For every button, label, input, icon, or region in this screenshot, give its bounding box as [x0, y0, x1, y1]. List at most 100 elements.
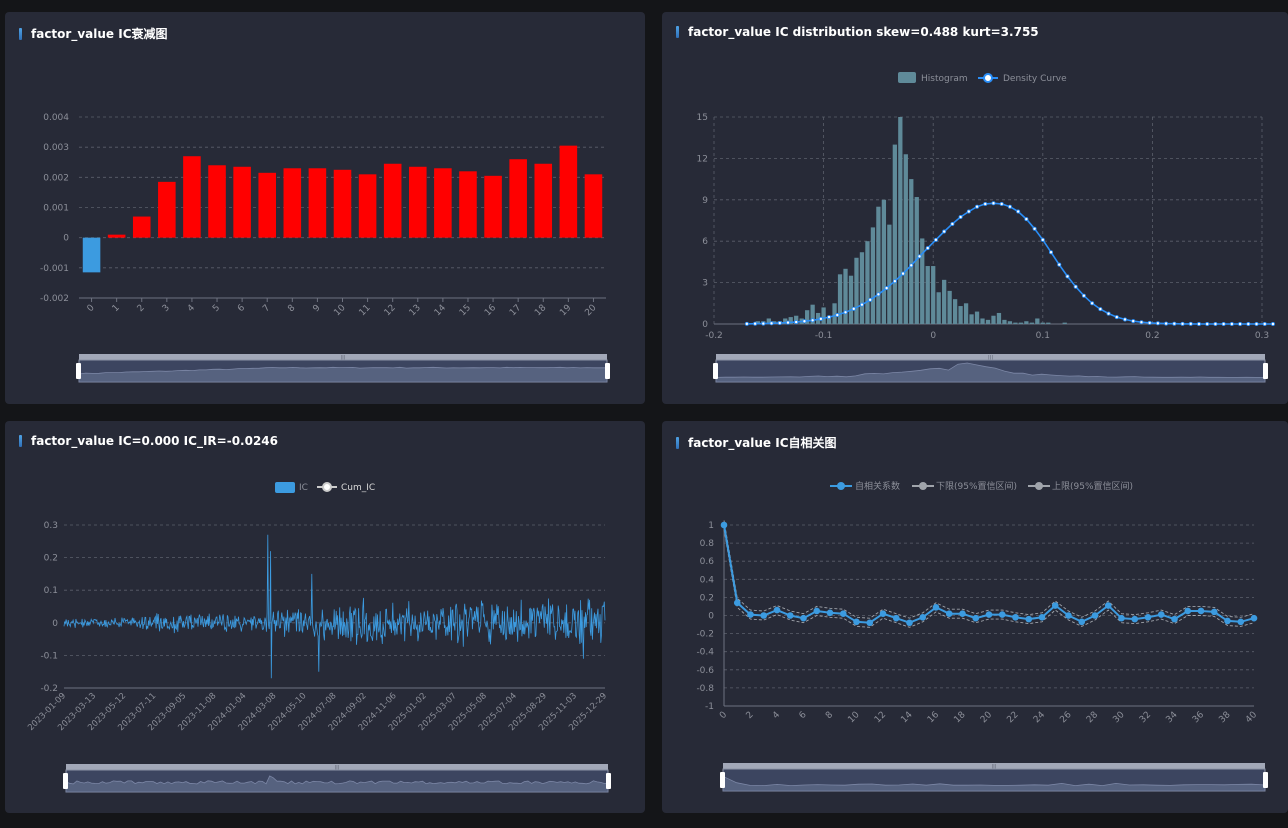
datazoom-handle-right[interactable] — [1263, 363, 1268, 379]
density-point[interactable] — [851, 306, 856, 311]
histogram-bar[interactable] — [805, 310, 810, 324]
density-point[interactable] — [1122, 317, 1127, 322]
datazoom-handle-left[interactable] — [76, 363, 81, 379]
density-point[interactable] — [761, 321, 766, 326]
bar[interactable] — [584, 174, 603, 238]
histogram-bar[interactable] — [837, 274, 843, 324]
acf-point[interactable] — [747, 611, 754, 618]
bar[interactable] — [358, 174, 377, 238]
histogram-bar[interactable] — [810, 304, 815, 324]
histogram-bar[interactable] — [898, 117, 903, 324]
histogram-bar[interactable] — [947, 290, 952, 324]
ic-autocorrelation-chart[interactable]: 自相关系数 下限(95%置信区间) 上限(95%置信区间) -1 -0.8 -0.6 -0.… — [662, 421, 1288, 813]
legend-lower-marker[interactable] — [919, 482, 927, 490]
histogram-bar[interactable] — [980, 318, 985, 324]
histogram-bar[interactable] — [881, 199, 887, 324]
acf-point[interactable] — [786, 612, 794, 619]
bar[interactable] — [534, 163, 553, 238]
density-point[interactable] — [1032, 226, 1037, 231]
density-point[interactable] — [1065, 274, 1070, 279]
density-point[interactable] — [1246, 321, 1251, 326]
histogram-bar[interactable] — [1046, 322, 1051, 324]
density-point[interactable] — [1172, 321, 1177, 326]
legend-upper-marker[interactable] — [1035, 482, 1043, 490]
histogram-bar[interactable] — [826, 315, 832, 324]
bar[interactable] — [233, 166, 251, 238]
density-point[interactable] — [1270, 321, 1275, 326]
density-point[interactable] — [925, 246, 930, 251]
acf-point[interactable] — [959, 610, 966, 617]
bar[interactable] — [183, 156, 201, 238]
bar[interactable] — [258, 172, 276, 238]
density-point[interactable] — [966, 209, 971, 214]
ic-series-chart[interactable]: IC Cum_IC-0.2-0.100.10.20.32023-01-092023… — [5, 421, 645, 813]
acf-point[interactable] — [945, 610, 953, 617]
density-point[interactable] — [991, 201, 996, 206]
datazoom-handle-right[interactable] — [606, 773, 611, 789]
histogram-bar[interactable] — [1040, 322, 1045, 324]
density-point[interactable] — [1262, 321, 1267, 326]
histogram-bar[interactable] — [821, 307, 826, 324]
datazoom-handle-left[interactable] — [713, 363, 718, 379]
acf-point[interactable] — [1250, 614, 1258, 622]
acf-point[interactable] — [1197, 607, 1205, 615]
density-point[interactable] — [975, 204, 980, 209]
density-point[interactable] — [1106, 311, 1111, 316]
acf-point[interactable] — [839, 610, 847, 617]
density-point[interactable] — [1139, 320, 1144, 325]
density-point[interactable] — [1098, 307, 1103, 312]
acf-point[interactable] — [853, 618, 860, 626]
density-point[interactable] — [802, 319, 807, 324]
legend-acf-marker[interactable] — [837, 482, 845, 490]
density-point[interactable] — [901, 271, 906, 276]
bar[interactable] — [484, 175, 502, 238]
density-point[interactable] — [868, 297, 873, 302]
bar[interactable] — [509, 159, 527, 238]
acf-point[interactable] — [773, 606, 781, 614]
acf-point[interactable] — [1025, 615, 1033, 623]
acf-point[interactable] — [906, 619, 913, 627]
acf-point[interactable] — [1224, 617, 1231, 625]
histogram-bar[interactable] — [892, 144, 897, 324]
acf-point[interactable] — [1065, 612, 1072, 619]
density-point[interactable] — [1040, 237, 1045, 242]
density-point[interactable] — [1090, 301, 1095, 306]
acf-point[interactable] — [1144, 614, 1152, 621]
histogram-bar[interactable] — [1013, 322, 1018, 324]
histogram-bar[interactable] — [815, 312, 821, 324]
density-point[interactable] — [859, 302, 864, 307]
density-point[interactable] — [818, 316, 823, 321]
density-point[interactable] — [876, 292, 881, 297]
acf-point[interactable] — [892, 614, 900, 622]
density-point[interactable] — [999, 201, 1004, 206]
bar[interactable] — [459, 171, 477, 238]
density-point[interactable] — [1213, 321, 1218, 326]
density-point[interactable] — [1254, 321, 1259, 326]
density-point[interactable] — [1221, 321, 1226, 326]
histogram-bar[interactable] — [952, 299, 958, 324]
histogram-bar[interactable] — [909, 179, 914, 324]
density-point[interactable] — [1188, 321, 1193, 326]
acf-point[interactable] — [800, 614, 807, 622]
density-point[interactable] — [958, 215, 963, 220]
acf-point[interactable] — [879, 610, 887, 617]
density-point[interactable] — [827, 315, 832, 320]
acf-point[interactable] — [1210, 608, 1218, 616]
bar[interactable] — [208, 165, 226, 238]
density-point[interactable] — [909, 263, 914, 268]
density-point[interactable] — [1049, 250, 1054, 255]
density-point[interactable] — [794, 320, 799, 325]
acf-point[interactable] — [1184, 607, 1192, 615]
histogram-bar[interactable] — [887, 224, 892, 324]
histogram-bar[interactable] — [1062, 322, 1067, 324]
density-point[interactable] — [1007, 204, 1012, 209]
histogram-bar[interactable] — [942, 279, 947, 324]
histogram-bar[interactable] — [848, 275, 854, 324]
acf-point[interactable] — [1038, 614, 1046, 621]
acf-point[interactable] — [866, 619, 874, 627]
density-point[interactable] — [950, 221, 955, 226]
histogram-bar[interactable] — [931, 266, 936, 324]
histogram-bar[interactable] — [958, 306, 963, 324]
density-point[interactable] — [917, 254, 922, 259]
histogram-bar[interactable] — [870, 227, 876, 324]
